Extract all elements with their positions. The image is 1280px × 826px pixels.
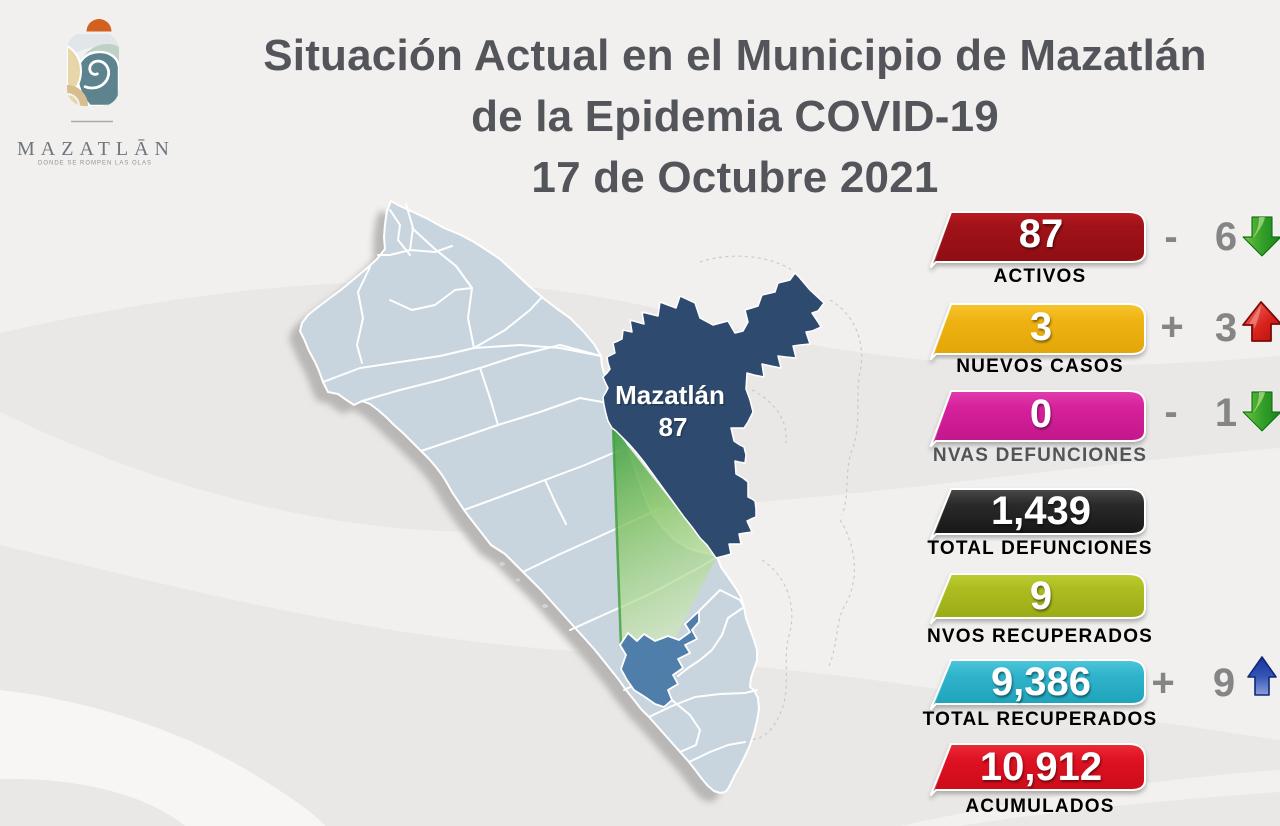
svg-text:87: 87 [660, 414, 689, 444]
svg-text:Mazatlán: Mazatlán [617, 382, 727, 412]
svg-text:MAZATLĀN: MAZATLĀN [17, 138, 175, 160]
svg-text:Mazatlán: Mazatlán [615, 380, 725, 410]
svg-text:DONDE SE ROMPEN LAS OLAS: DONDE SE ROMPEN LAS OLAS [38, 161, 152, 167]
svg-text:87: 87 [659, 412, 688, 442]
